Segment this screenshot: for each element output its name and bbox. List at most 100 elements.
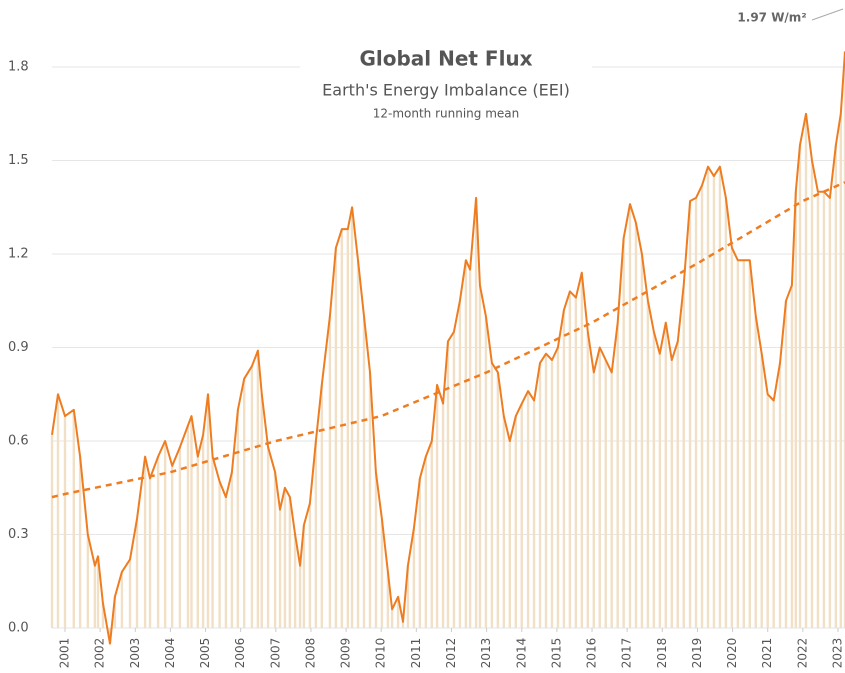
bar <box>320 384 324 628</box>
bar <box>628 204 632 628</box>
bar <box>658 353 662 628</box>
x-tick-label: 2023 <box>830 638 844 669</box>
bar <box>804 113 808 628</box>
bar <box>374 472 378 628</box>
bar <box>474 197 478 628</box>
bar <box>484 316 488 628</box>
bar <box>520 403 523 628</box>
bar <box>794 191 798 628</box>
x-tick-label: 2001 <box>58 638 72 669</box>
bar <box>478 285 482 628</box>
bar <box>201 434 205 628</box>
x-tick-label: 2021 <box>760 638 774 669</box>
bar <box>156 456 160 628</box>
bar <box>406 565 410 628</box>
bar <box>163 441 167 628</box>
bar <box>396 596 400 628</box>
bar <box>468 269 472 628</box>
bar <box>50 434 54 628</box>
bar <box>143 456 147 628</box>
x-tick-label: 2007 <box>268 638 282 669</box>
bar <box>652 331 656 628</box>
bar <box>532 400 536 628</box>
bar <box>742 260 746 628</box>
bar <box>148 478 152 628</box>
bar <box>724 197 728 628</box>
bar <box>314 441 318 628</box>
bar <box>526 391 530 628</box>
bar <box>390 609 394 628</box>
bar <box>178 447 182 628</box>
x-tick-label: 2005 <box>198 638 212 669</box>
bar <box>730 247 734 628</box>
x-tick-label: 2010 <box>374 638 388 669</box>
bar <box>72 409 75 628</box>
bar <box>242 378 246 628</box>
bar <box>78 456 82 628</box>
bar <box>646 300 650 628</box>
y-tick-label: 0.6 <box>8 434 29 449</box>
bar <box>56 394 60 628</box>
bar <box>682 285 685 628</box>
x-tick-label: 2006 <box>233 638 247 669</box>
bar <box>211 456 214 628</box>
annotation: 1.97 W/m² <box>737 11 806 25</box>
bar <box>616 322 619 628</box>
bar <box>496 372 500 628</box>
bar <box>754 316 757 628</box>
bar <box>412 528 416 628</box>
y-tick-label: 0.3 <box>8 527 29 542</box>
bar <box>218 481 221 628</box>
bar <box>664 322 668 628</box>
bar <box>622 238 625 628</box>
bar <box>778 363 782 628</box>
x-tick-label: 2008 <box>303 638 317 669</box>
chart-title: Global Net Flux <box>359 47 532 71</box>
bar <box>798 144 802 628</box>
bar <box>350 207 354 628</box>
bar <box>828 197 832 628</box>
bar <box>101 603 105 628</box>
bar <box>694 197 698 628</box>
bar <box>418 478 422 628</box>
bar <box>86 534 90 628</box>
bar <box>380 518 384 628</box>
bar <box>424 456 428 628</box>
bar <box>562 310 566 628</box>
chart-subtitle: Earth's Energy Imbalance (EEI) <box>322 81 570 100</box>
bar <box>706 166 710 628</box>
bar <box>120 571 124 628</box>
bar <box>340 229 344 629</box>
bar <box>302 525 306 628</box>
bar <box>748 260 751 628</box>
bar <box>386 571 390 628</box>
bar <box>368 372 372 628</box>
bar <box>113 596 117 628</box>
bar <box>446 341 450 628</box>
y-tick-label: 1.8 <box>8 60 29 75</box>
x-tick-label: 2013 <box>479 638 493 669</box>
trend-line <box>51 181 845 499</box>
x-tick-label: 2003 <box>128 638 142 669</box>
bar <box>93 565 97 628</box>
bar <box>592 372 595 628</box>
bar <box>766 394 769 628</box>
bar <box>63 416 67 628</box>
x-tick-label: 2017 <box>620 638 634 669</box>
bar <box>839 113 842 628</box>
x-tick-label: 2009 <box>339 638 353 669</box>
bar <box>598 347 601 628</box>
bar <box>293 534 297 628</box>
x-tick-label: 2020 <box>725 638 739 669</box>
bar <box>401 621 405 628</box>
bar <box>640 254 644 628</box>
bar <box>230 472 234 628</box>
bar <box>308 503 312 628</box>
x-tick-label: 2018 <box>655 638 669 669</box>
y-tick-label: 1.2 <box>8 247 29 262</box>
bar <box>822 191 826 628</box>
bar <box>452 331 456 628</box>
x-tick-label: 2004 <box>163 638 177 669</box>
bar <box>256 350 260 628</box>
